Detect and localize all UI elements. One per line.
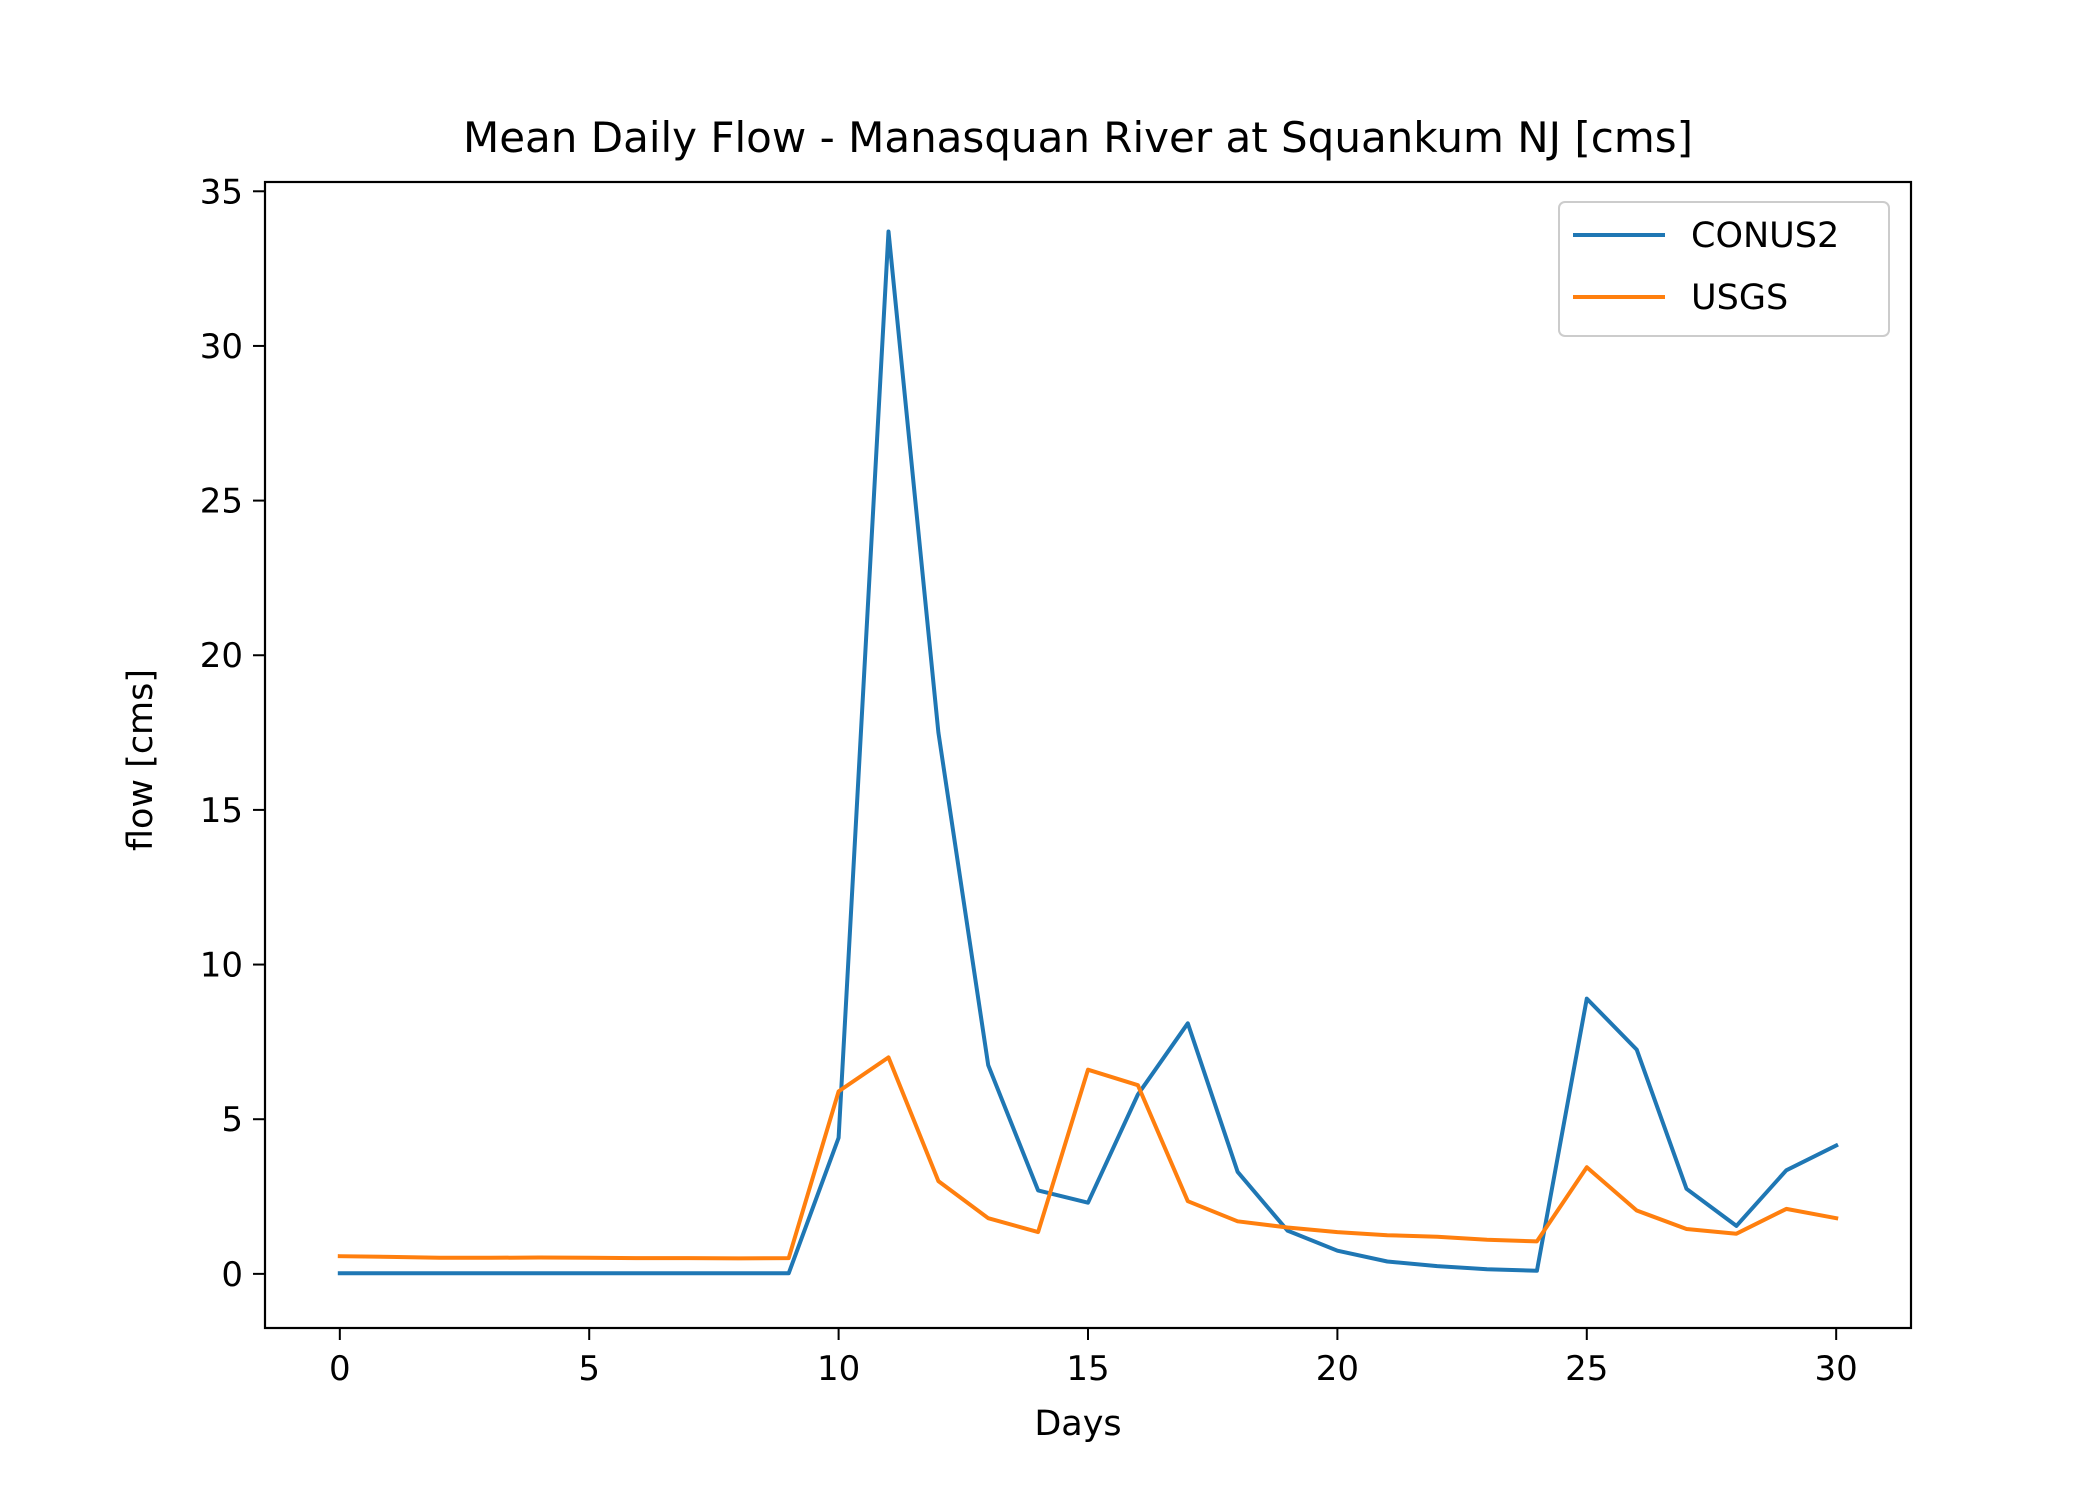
x-tick-label: 0: [329, 1349, 351, 1389]
y-tick-label: 30: [200, 327, 243, 367]
x-tick-label: 30: [1815, 1349, 1858, 1389]
series-line-conus2: [337, 229, 1839, 1276]
x-axis-label: Days: [1034, 1404, 1121, 1444]
y-tick-label: 0: [221, 1255, 243, 1295]
chart-title: Mean Daily Flow - Manasquan River at Squ…: [463, 113, 1693, 162]
x-tick-label: 15: [1066, 1349, 1109, 1389]
y-axis-label: flow [cms]: [121, 669, 161, 851]
x-tick-label: 10: [817, 1349, 860, 1389]
legend-label-usgs: USGS: [1691, 278, 1788, 318]
x-tick-label: 5: [578, 1349, 600, 1389]
y-tick-label: 35: [200, 172, 243, 212]
y-tick-label: 10: [200, 946, 243, 986]
legend: CONUS2 USGS: [1558, 201, 1890, 337]
y-tick-label: 20: [200, 636, 243, 676]
y-tick-label: 15: [200, 791, 243, 831]
y-tick-label: 5: [221, 1100, 243, 1140]
series-line-usgs: [337, 1055, 1839, 1261]
legend-label-conus2: CONUS2: [1691, 216, 1839, 256]
y-tick-label: 25: [200, 482, 243, 522]
x-tick-label: 25: [1565, 1349, 1608, 1389]
x-tick-label: 20: [1316, 1349, 1359, 1389]
